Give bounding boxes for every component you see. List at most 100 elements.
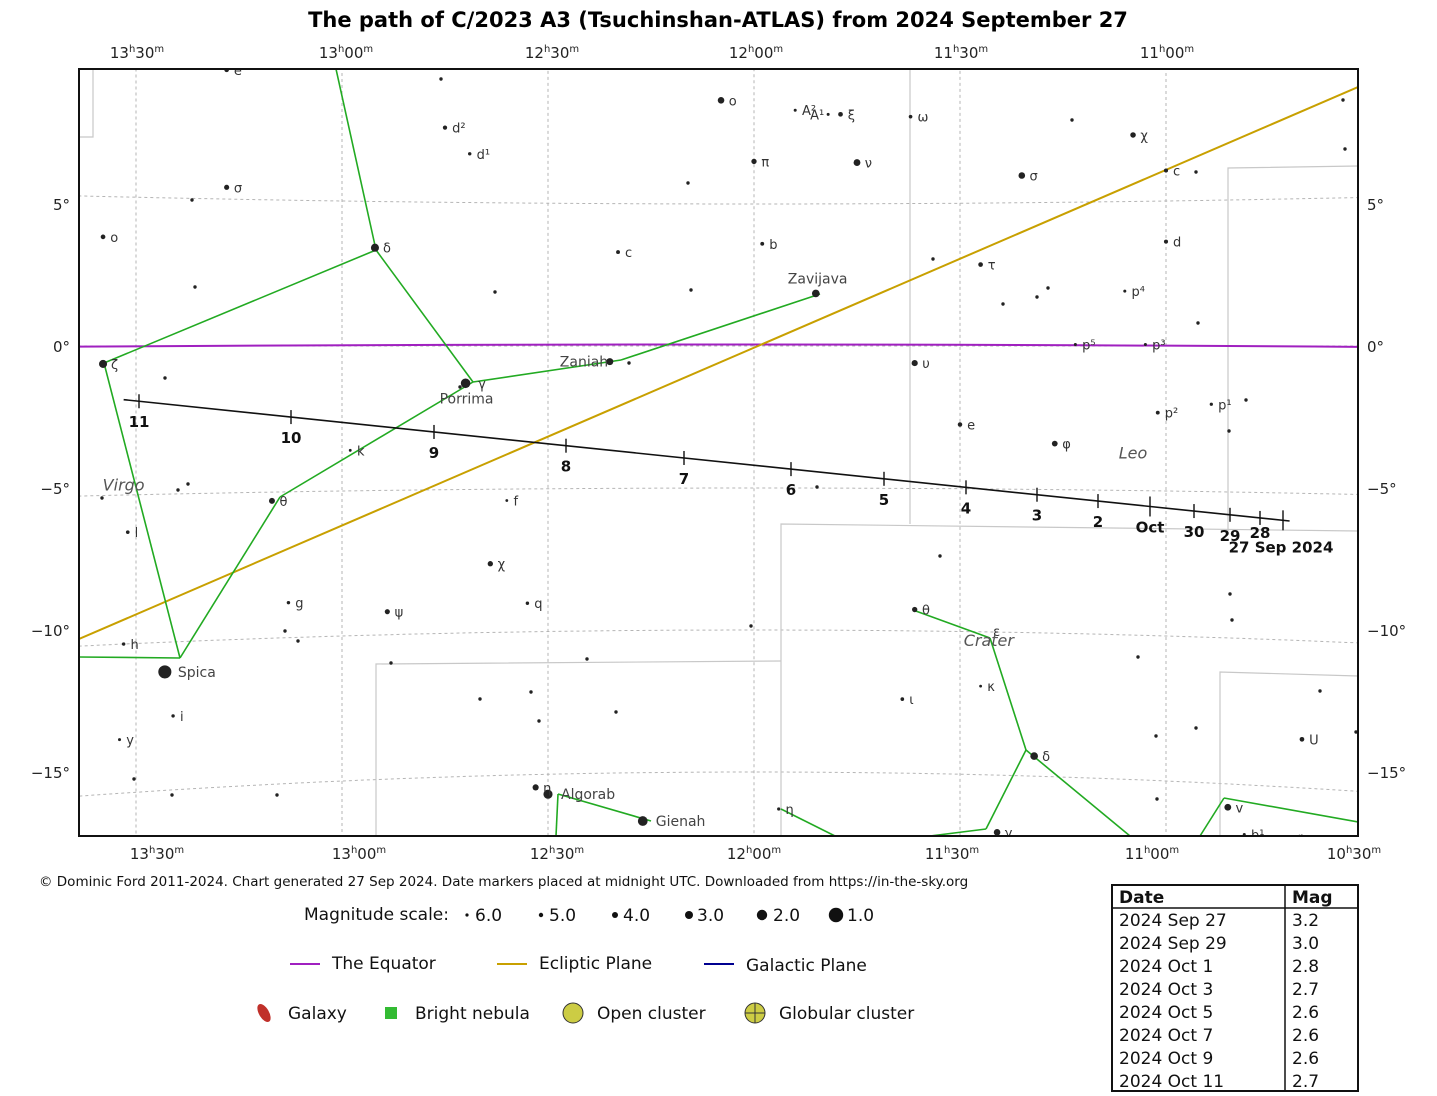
star-dot bbox=[286, 600, 291, 605]
magnitude-dot bbox=[756, 909, 768, 921]
faint-star bbox=[1230, 618, 1234, 622]
star-algorab bbox=[543, 789, 553, 799]
star-label: c bbox=[1173, 165, 1180, 180]
object-legend: Galaxy Bright nebula Open cluster Globular … bbox=[257, 1002, 914, 1024]
magnitude-label: 4.0 bbox=[623, 906, 650, 926]
star-label: τ bbox=[988, 259, 996, 274]
magnitude-scale-title: Magnitude scale: bbox=[304, 905, 449, 925]
star-dot bbox=[751, 158, 757, 165]
star-dot bbox=[1051, 440, 1058, 447]
star-label: v bbox=[1236, 801, 1244, 816]
star-label: l bbox=[135, 526, 139, 541]
star-label: d² bbox=[452, 122, 465, 137]
faint-star bbox=[296, 639, 300, 643]
star-label: ξ bbox=[848, 108, 855, 123]
date-marker-label: 9 bbox=[429, 444, 439, 462]
star-label: κ bbox=[987, 680, 995, 695]
star-label: y bbox=[126, 734, 134, 749]
table-row-date: 2024 Oct 3 bbox=[1119, 980, 1213, 1000]
star-dot bbox=[370, 243, 379, 252]
dec-grid-line bbox=[79, 195, 1358, 205]
star-dot bbox=[100, 234, 106, 240]
faint-star bbox=[170, 793, 174, 797]
faint-star bbox=[1046, 286, 1050, 290]
date-marker-label: 4 bbox=[961, 499, 971, 517]
magnitude-label: 1.0 bbox=[847, 906, 874, 926]
stick-segment bbox=[557, 793, 652, 822]
table-row-date: 2024 Oct 7 bbox=[1119, 1026, 1213, 1046]
star-dot bbox=[1143, 343, 1147, 347]
star-label: f bbox=[514, 495, 519, 510]
star-label: φ bbox=[1296, 831, 1305, 846]
stick-segment bbox=[985, 749, 1027, 830]
star-dot bbox=[911, 360, 918, 367]
faint-star bbox=[275, 793, 279, 797]
ra-axis-bottom: 13h30m 13h00m 12h30m 12h00m 11h30m 11h00m 10h3… bbox=[130, 845, 1381, 863]
magnitude-label: 5.0 bbox=[549, 906, 576, 926]
star-dot bbox=[1299, 736, 1305, 742]
constellation-labels: Virgo Leo Crater bbox=[103, 444, 1148, 651]
star-dot bbox=[525, 601, 530, 605]
star-label-zavijava: Zavijava bbox=[788, 271, 848, 287]
dec-label-right: −10° bbox=[1367, 622, 1406, 640]
constellation-label-virgo: Virgo bbox=[103, 476, 145, 495]
star-zavijava bbox=[811, 289, 820, 298]
star-label: h bbox=[131, 638, 139, 653]
table-header-mag: Mag bbox=[1292, 888, 1333, 908]
grid-lines bbox=[79, 69, 1358, 836]
star-label: π bbox=[761, 155, 769, 170]
faint-star bbox=[1244, 398, 1248, 402]
equator-line bbox=[79, 343, 1358, 348]
faint-star bbox=[1354, 730, 1358, 734]
faint-star bbox=[493, 290, 497, 294]
dec-label-left: 0° bbox=[53, 338, 70, 356]
faint-star bbox=[193, 285, 197, 289]
star-label: i bbox=[180, 710, 184, 725]
star-label-algorab: Algorab bbox=[561, 787, 615, 803]
dec-label-left: −5° bbox=[40, 480, 70, 498]
star-dot bbox=[121, 642, 126, 646]
chart-title: The path of C/2023 A3 (Tsuchinshan-ATLAS… bbox=[308, 8, 1128, 32]
magnitude-dot bbox=[612, 912, 618, 918]
star-label: ν bbox=[865, 157, 872, 172]
dec-grid-line bbox=[79, 771, 1358, 797]
star-label: θ bbox=[922, 604, 930, 619]
magnitude-dot bbox=[685, 911, 693, 919]
boundary-segment bbox=[1227, 165, 1358, 531]
stick-segment bbox=[279, 381, 474, 498]
star-label: υ bbox=[922, 357, 930, 372]
stick-segment bbox=[472, 359, 622, 383]
star-label: η bbox=[786, 803, 794, 818]
star-label: d bbox=[1173, 236, 1181, 251]
faint-star bbox=[585, 657, 589, 661]
star-label: χ bbox=[498, 558, 506, 573]
faint-star bbox=[537, 719, 541, 723]
faint-star bbox=[689, 288, 693, 292]
comet-trajectory bbox=[123, 398, 1290, 522]
star-label: φ bbox=[1062, 438, 1071, 453]
star-dot bbox=[1224, 803, 1232, 811]
dec-label-right: −5° bbox=[1367, 480, 1397, 498]
star-label: γ bbox=[1005, 826, 1013, 841]
table-row-date: 2024 Oct 1 bbox=[1119, 957, 1213, 977]
star-label: U bbox=[1309, 733, 1319, 748]
star-label: b¹ bbox=[1251, 828, 1264, 843]
star-label-spica: Spica bbox=[178, 665, 216, 681]
faint-star bbox=[1035, 295, 1039, 299]
faint-star bbox=[389, 661, 393, 665]
stick-segment bbox=[1199, 797, 1225, 836]
star-label-zaniah: Zaniah bbox=[560, 355, 608, 371]
star-dot bbox=[900, 697, 905, 701]
constellation-boundaries bbox=[79, 69, 1358, 836]
star-label: e bbox=[234, 64, 242, 79]
table-row-date: 2024 Sep 29 bbox=[1119, 934, 1227, 954]
star-label: η bbox=[543, 781, 551, 796]
star-dot bbox=[442, 125, 448, 130]
line-legend-label: Ecliptic Plane bbox=[539, 954, 652, 974]
faint-star bbox=[1318, 689, 1322, 693]
faint-star bbox=[176, 488, 180, 492]
star-dot bbox=[268, 497, 275, 504]
table-row-mag: 2.6 bbox=[1292, 1049, 1319, 1069]
star-dot bbox=[957, 422, 963, 427]
credit-text: © Dominic Ford 2011-2024. Chart generate… bbox=[39, 874, 968, 890]
